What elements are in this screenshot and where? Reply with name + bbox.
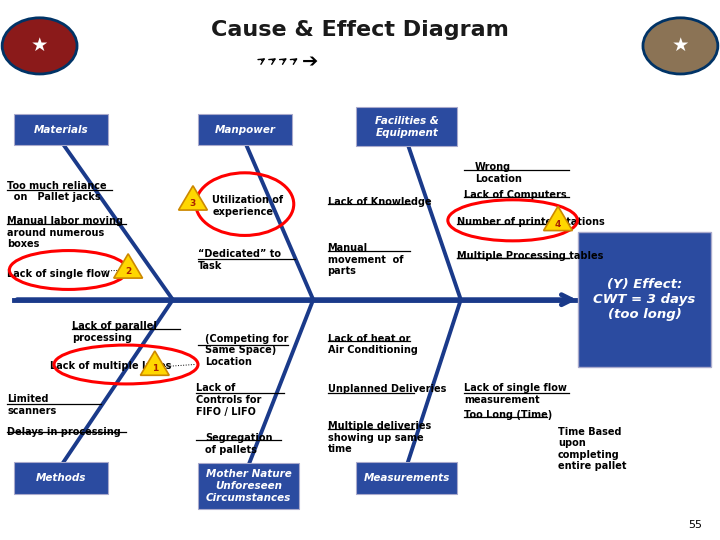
Text: Lack of single flow: Lack of single flow	[7, 269, 110, 279]
FancyBboxPatch shape	[356, 107, 457, 146]
Text: Facilities &
Equipment: Facilities & Equipment	[375, 116, 438, 138]
Text: Number of printer stations: Number of printer stations	[457, 217, 605, 227]
Text: Lack of heat or
Air Conditioning: Lack of heat or Air Conditioning	[328, 334, 418, 355]
Text: Lack of Computers: Lack of Computers	[464, 190, 567, 200]
FancyBboxPatch shape	[356, 462, 457, 494]
Text: ➔: ➔	[302, 52, 318, 72]
FancyBboxPatch shape	[198, 114, 292, 145]
FancyBboxPatch shape	[198, 463, 299, 509]
Text: Lack of single flow
measurement: Lack of single flow measurement	[464, 383, 567, 405]
Text: “Dedicated” to
Task: “Dedicated” to Task	[198, 249, 281, 271]
Polygon shape	[544, 206, 572, 231]
Text: Lack of parallel
processing: Lack of parallel processing	[72, 321, 157, 343]
Text: Multiple Processing tables: Multiple Processing tables	[457, 251, 603, 261]
Text: Unplanned Deliveries: Unplanned Deliveries	[328, 384, 446, 395]
Text: Too Long (Time): Too Long (Time)	[464, 410, 553, 421]
Text: Cause & Effect Diagram: Cause & Effect Diagram	[211, 19, 509, 40]
Text: 55: 55	[688, 520, 702, 530]
Text: Segregation
of pallets: Segregation of pallets	[205, 433, 273, 455]
FancyBboxPatch shape	[14, 462, 108, 494]
Text: Delays in processing: Delays in processing	[7, 427, 121, 437]
Text: Wrong
Location: Wrong Location	[475, 162, 522, 184]
Circle shape	[643, 18, 718, 74]
Text: 2: 2	[125, 267, 131, 276]
FancyBboxPatch shape	[14, 114, 108, 145]
Text: 1: 1	[152, 364, 158, 373]
Circle shape	[2, 18, 77, 74]
Text: Measurements: Measurements	[364, 473, 450, 483]
Text: Manual labor moving
around numerous
boxes: Manual labor moving around numerous boxe…	[7, 216, 123, 249]
FancyBboxPatch shape	[577, 232, 711, 367]
Text: (Competing for
Same Space)
Location: (Competing for Same Space) Location	[205, 334, 289, 367]
Text: Materials: Materials	[34, 125, 89, 134]
Polygon shape	[179, 186, 207, 210]
Text: Lack of multiple lanes: Lack of multiple lanes	[50, 361, 172, 371]
Text: (Y) Effect:
CWT = 3 days
(too long): (Y) Effect: CWT = 3 days (too long)	[593, 278, 696, 321]
Text: Limited
scanners: Limited scanners	[7, 394, 56, 416]
Text: Lack of
Controls for
FIFO / LIFO: Lack of Controls for FIFO / LIFO	[196, 383, 261, 416]
Polygon shape	[114, 254, 143, 278]
Text: Mother Nature
Unforeseen
Circumstances: Mother Nature Unforeseen Circumstances	[205, 469, 292, 503]
Text: Manual
movement  of
parts: Manual movement of parts	[328, 243, 403, 276]
Text: Multiple deliveries
showing up same
time: Multiple deliveries showing up same time	[328, 421, 431, 454]
Text: Methods: Methods	[36, 473, 86, 483]
Text: Lack of Knowledge: Lack of Knowledge	[328, 197, 431, 207]
Text: Time Based
upon
completing
entire pallet: Time Based upon completing entire pallet	[558, 427, 626, 471]
Text: Manpower: Manpower	[215, 125, 275, 134]
Polygon shape	[140, 351, 169, 375]
Text: ★: ★	[672, 36, 689, 56]
Text: Utilization of
experience: Utilization of experience	[212, 195, 284, 217]
Text: Too much reliance
  on   Pallet jacks: Too much reliance on Pallet jacks	[7, 181, 107, 202]
Text: 4: 4	[555, 220, 561, 228]
Text: ★: ★	[31, 36, 48, 56]
Text: 3: 3	[190, 199, 196, 208]
